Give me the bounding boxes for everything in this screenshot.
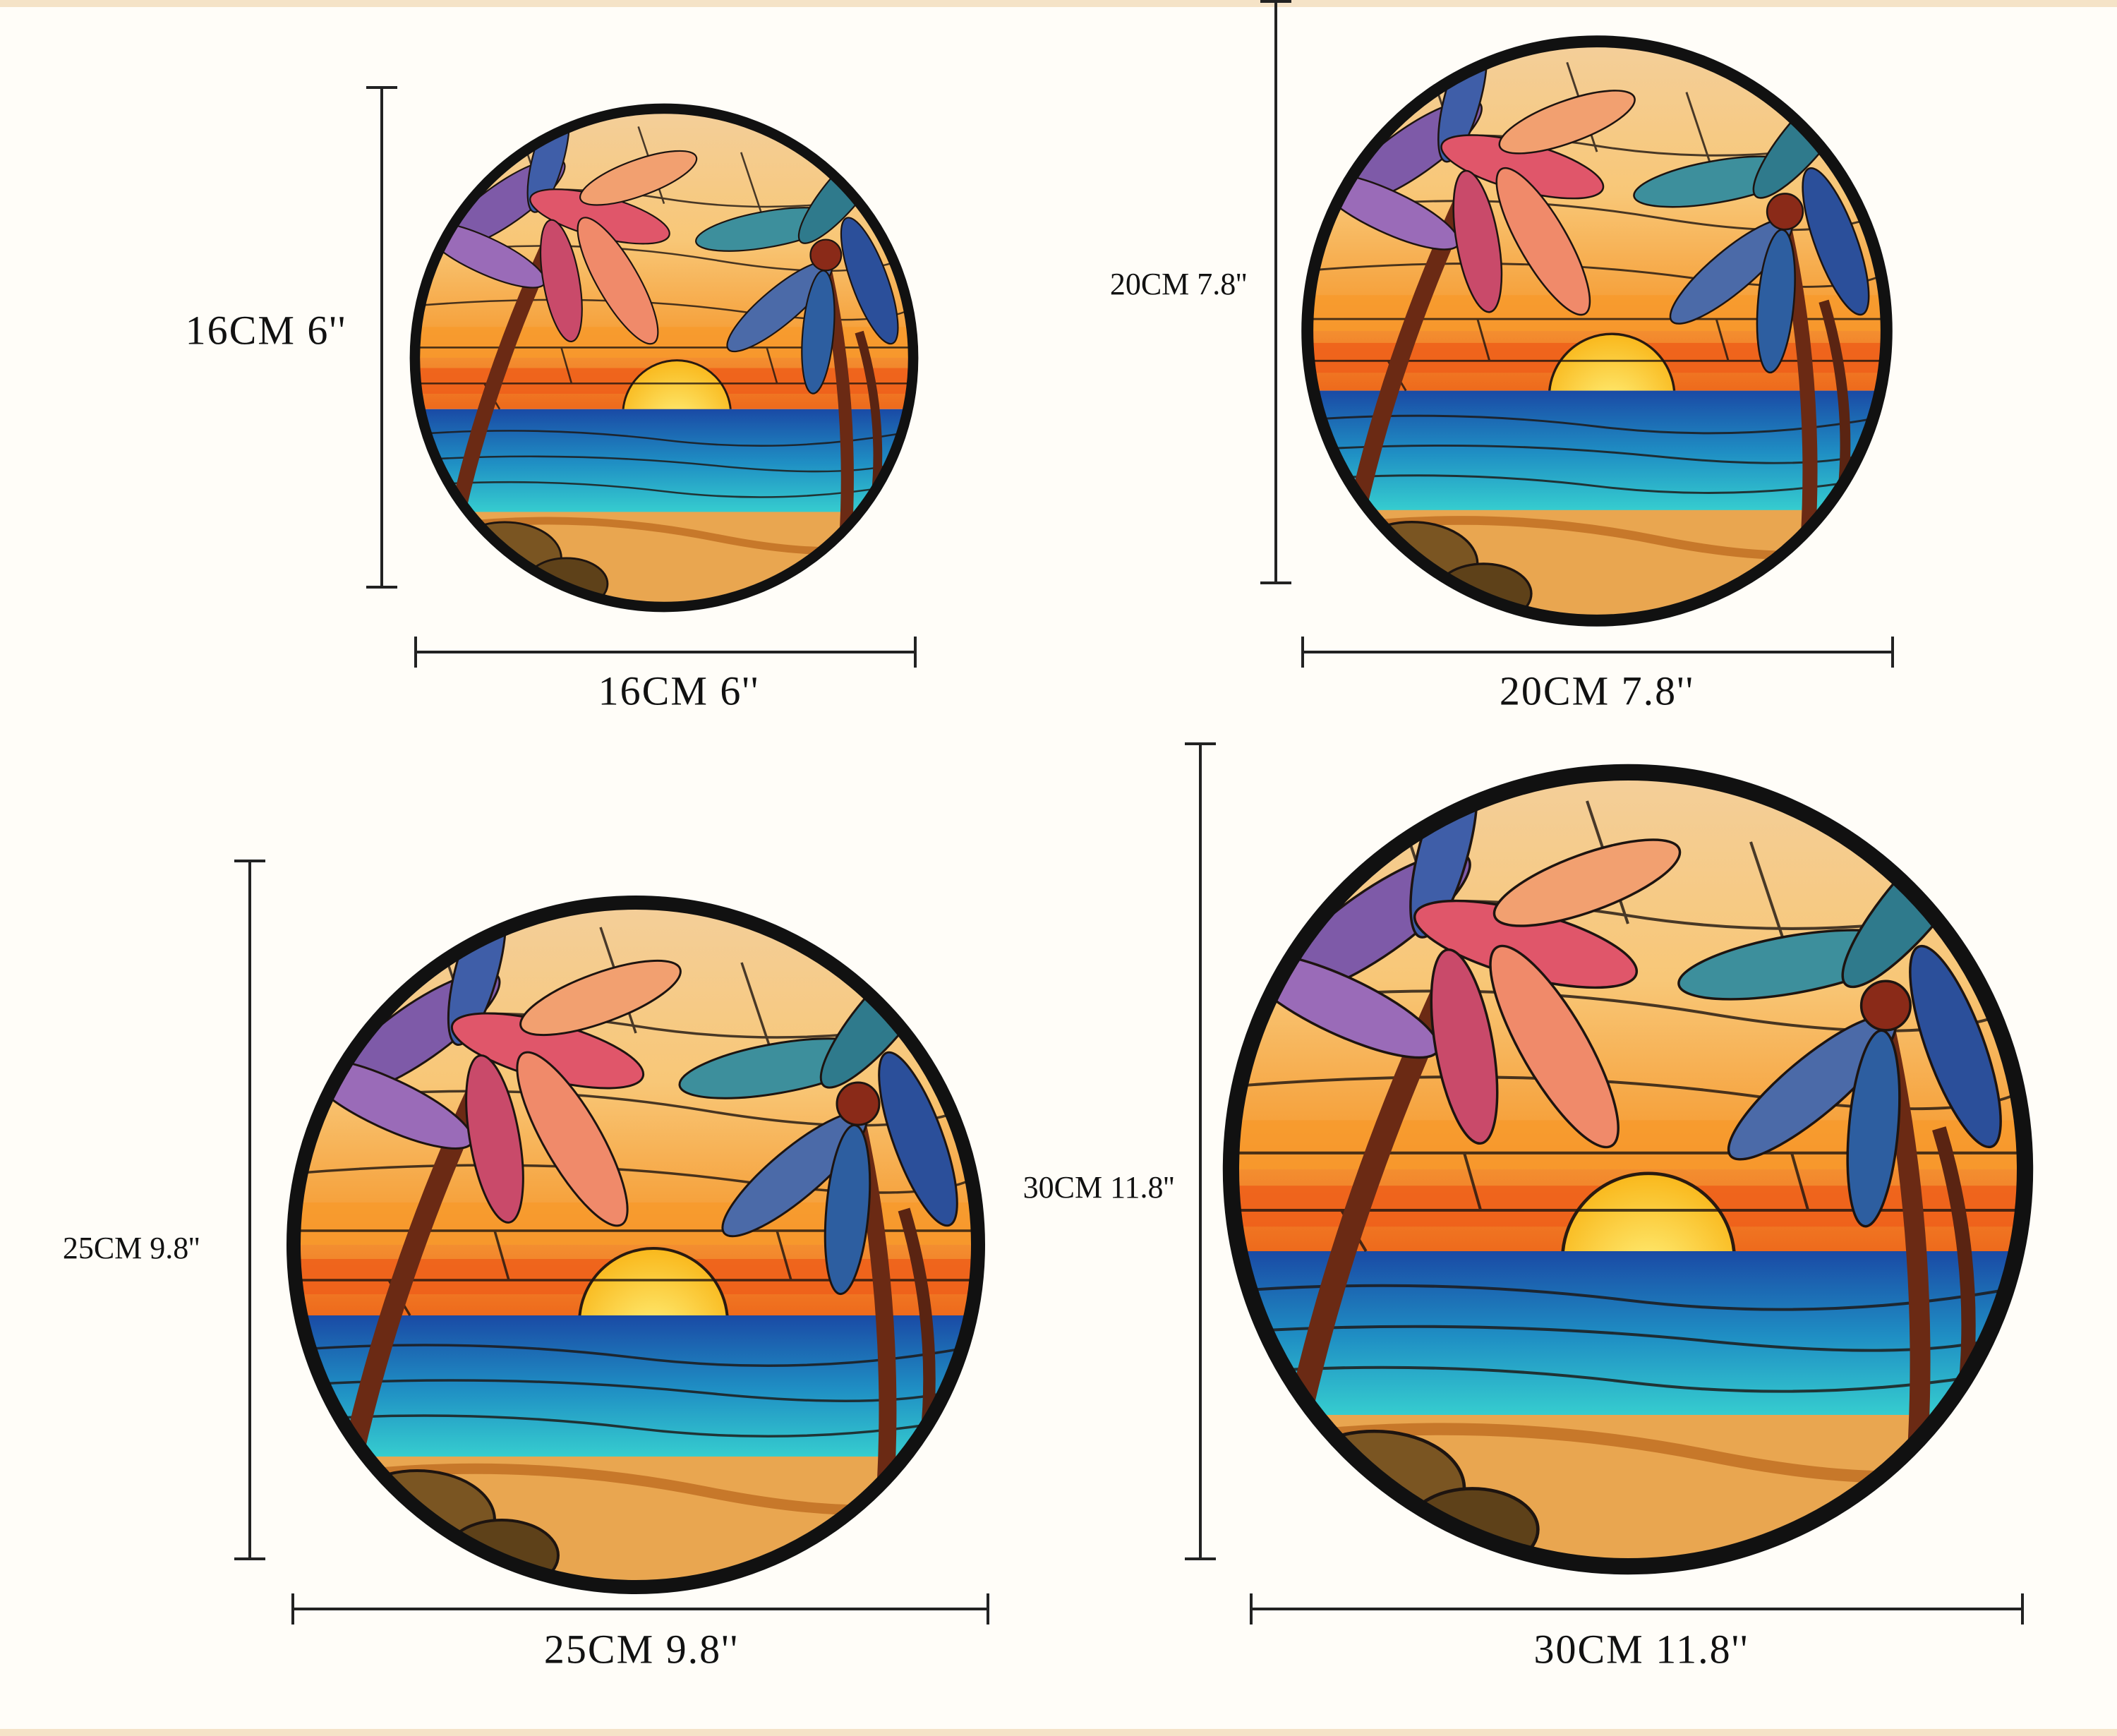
width-label: 25CM 9.8'' bbox=[544, 1626, 739, 1672]
height-label: 20CM 7.8'' bbox=[1110, 267, 1247, 301]
product-image bbox=[407, 99, 921, 615]
product-image bbox=[1298, 30, 1895, 629]
height-dimension-line bbox=[234, 860, 265, 1560]
width-dimension-line bbox=[1301, 637, 1894, 668]
height-label: 30CM 11.8'' bbox=[1023, 1170, 1175, 1205]
width-dimension-line bbox=[291, 1593, 989, 1625]
product-image bbox=[1219, 757, 2037, 1579]
height-dimension-line bbox=[1185, 742, 1216, 1560]
height-label: 25CM 9.8'' bbox=[63, 1231, 200, 1265]
width-dimension-line bbox=[1250, 1593, 2024, 1625]
height-dimension-line bbox=[366, 86, 397, 589]
product-image bbox=[283, 889, 989, 1598]
width-label: 20CM 7.8'' bbox=[1500, 668, 1694, 713]
width-label: 30CM 11.8'' bbox=[1533, 1626, 1749, 1672]
top-border bbox=[0, 0, 2117, 7]
width-dimension-line bbox=[414, 637, 917, 668]
bottom-border bbox=[0, 1729, 2117, 1736]
width-label: 16CM 6'' bbox=[598, 668, 760, 713]
height-label: 16CM 6'' bbox=[186, 307, 347, 353]
height-dimension-line bbox=[1260, 0, 1291, 584]
